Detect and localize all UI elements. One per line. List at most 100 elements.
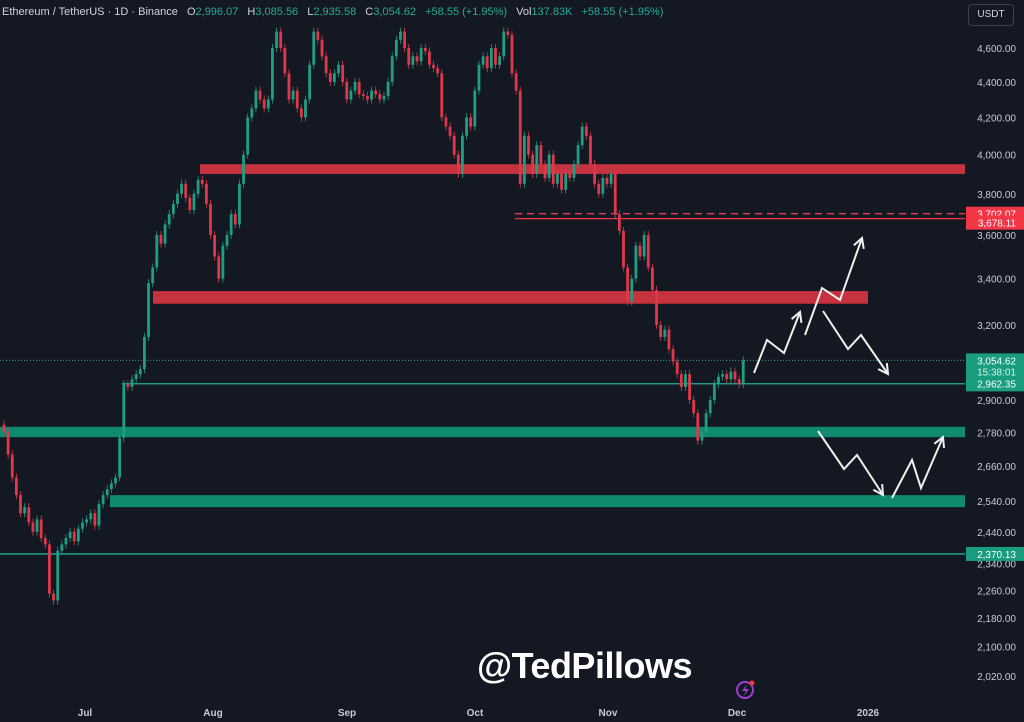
candle (68, 531, 72, 539)
candle (378, 94, 382, 100)
scenario-arrow (753, 311, 801, 374)
change-value: +58.55 (+1.95%) (425, 6, 508, 18)
candle (667, 329, 671, 350)
candle (287, 73, 291, 100)
candle (6, 432, 10, 455)
candle (671, 349, 675, 362)
candle (741, 360, 745, 385)
volume-value: 137.83K (531, 6, 573, 18)
candle (704, 413, 708, 433)
candle (35, 519, 39, 532)
candle (717, 376, 720, 385)
symbol-title[interactable]: Ethereum / TetherUS · 1D · Binance (2, 6, 178, 18)
close-value: 3,054.62 (373, 6, 417, 18)
level-badge (966, 215, 1024, 230)
candle (461, 135, 464, 174)
candle (651, 267, 654, 290)
candle (134, 374, 138, 380)
candle (43, 538, 47, 545)
candle (163, 224, 167, 244)
candle (159, 235, 163, 244)
candle (109, 483, 113, 490)
candle (700, 432, 704, 441)
scenario-arrows (753, 236, 946, 499)
candle (209, 203, 212, 236)
candle (510, 34, 514, 74)
y-tick-label: 2,100.00 (977, 642, 1016, 653)
low-value: 2,935.58 (313, 6, 357, 18)
candle (494, 48, 497, 65)
candle (14, 477, 18, 496)
candle (370, 90, 373, 100)
support-zone[interactable] (110, 495, 965, 508)
candle (605, 177, 609, 184)
candle (684, 374, 687, 387)
candle (345, 81, 349, 100)
candle (349, 90, 353, 100)
candle (143, 336, 146, 370)
candle (271, 48, 274, 100)
candle (589, 135, 592, 165)
candle (324, 56, 328, 74)
candle (275, 31, 278, 48)
candle (527, 135, 530, 155)
candle (176, 193, 179, 204)
candle (506, 31, 510, 35)
candle (725, 374, 729, 380)
candle (642, 235, 646, 257)
candle (399, 31, 402, 40)
candle (31, 522, 35, 532)
y-tick-label: 2,780.00 (977, 428, 1016, 439)
candle (721, 374, 725, 377)
candle (105, 489, 109, 496)
candle (283, 48, 287, 74)
x-tick-label: Nov (599, 708, 618, 719)
candle (254, 90, 258, 109)
resistance-zone[interactable] (200, 164, 965, 174)
candle (692, 400, 696, 414)
candle (427, 51, 431, 65)
lightning-icon[interactable] (736, 680, 755, 699)
scenario-arrow (891, 436, 944, 499)
candle (601, 177, 605, 194)
candle (415, 56, 419, 62)
candle (444, 117, 448, 127)
candle (64, 538, 68, 545)
candle (279, 31, 283, 48)
candle (712, 384, 716, 401)
candle (572, 164, 576, 178)
candle (204, 183, 208, 204)
y-tick-label: 2,660.00 (977, 462, 1016, 473)
resistance-zone[interactable] (153, 291, 868, 304)
candle (196, 179, 200, 194)
candle (192, 193, 196, 211)
candle (543, 164, 547, 178)
scenario-arrow (822, 310, 889, 375)
support-zone[interactable] (0, 426, 965, 438)
candle (122, 384, 126, 438)
x-tick-label: Aug (203, 708, 222, 719)
candle (556, 173, 559, 184)
candle (580, 126, 584, 146)
candle (217, 256, 221, 279)
candle (180, 183, 183, 194)
candle (258, 90, 262, 100)
level-badge-label: 2,370.13 (977, 550, 1016, 561)
currency-button[interactable]: USDT (968, 4, 1014, 26)
candle (551, 154, 555, 184)
candle (737, 379, 741, 385)
candle (609, 173, 613, 184)
candle (238, 183, 241, 225)
candle (250, 108, 254, 118)
candle (390, 56, 394, 82)
scenario-arrow (804, 237, 863, 336)
level-badge-label: 3,702.07 (977, 210, 1016, 221)
candle (225, 235, 229, 246)
candle (10, 454, 14, 478)
level-badge-label: 2,962.35 (977, 379, 1016, 390)
y-tick-label: 4,400.00 (977, 78, 1016, 89)
candle (564, 173, 568, 190)
candle (23, 507, 27, 514)
